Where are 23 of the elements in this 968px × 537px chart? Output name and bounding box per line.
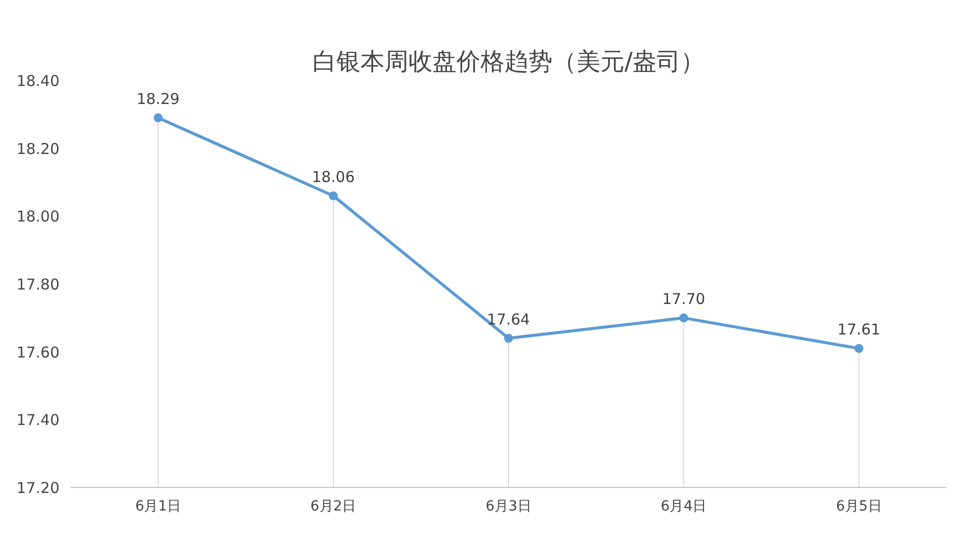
y-tick-label: 18.00	[16, 208, 60, 226]
data-label: 17.70	[662, 290, 706, 308]
y-tick-label: 17.60	[16, 343, 60, 362]
y-tick-label: 18.40	[16, 72, 60, 90]
x-tick-label: 6月4日	[660, 498, 707, 514]
x-tick-label: 6月2日	[310, 498, 356, 514]
y-tick-label: 18.20	[16, 140, 60, 158]
x-tick-label: 6月5日	[836, 498, 882, 514]
x-tick-label: 6月3日	[486, 498, 532, 514]
chart-title: 白银本周收盘价格趋势（美元/盎司）	[312, 48, 705, 76]
point	[679, 313, 688, 322]
data-label: 18.06	[312, 168, 355, 186]
point	[854, 344, 864, 353]
point	[154, 113, 163, 122]
y-tick-label: 17.20	[16, 479, 60, 497]
y-tick-label: 17.40	[16, 411, 60, 430]
x-tick-label: 6月1日	[135, 498, 182, 514]
y-tick-label: 17.80	[16, 276, 60, 294]
point	[328, 191, 338, 200]
data-label: 17.61	[837, 320, 880, 338]
point	[504, 334, 513, 343]
data-label: 17.64	[487, 310, 530, 328]
data-label: 18.29	[136, 90, 180, 108]
